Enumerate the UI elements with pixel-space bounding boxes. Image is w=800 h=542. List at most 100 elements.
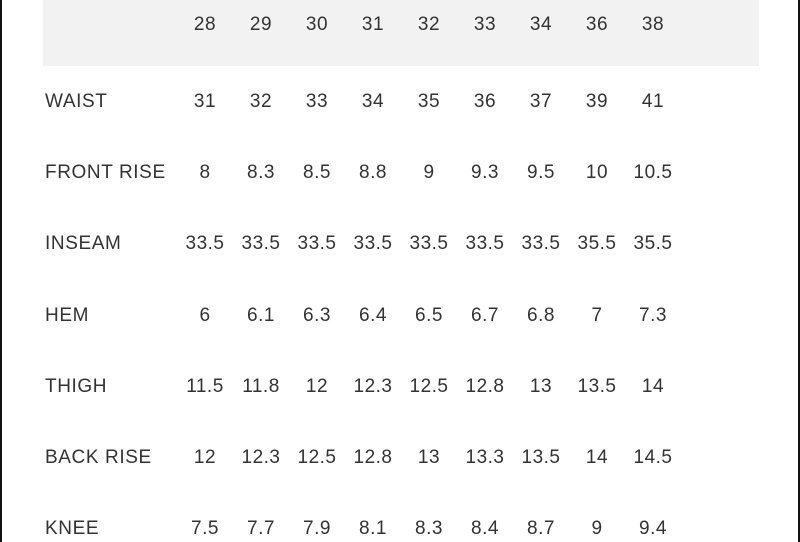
measurement-cell: 6.7 — [471, 304, 499, 326]
table-row: HEM 6 6.1 6.3 6.4 6.5 6.7 6.8 7 7.3 — [43, 280, 759, 351]
measurement-cell: 35 — [417, 90, 441, 112]
table-row: WAIST 31 32 33 34 35 36 37 39 41 — [43, 66, 759, 137]
measurement-cell: 9 — [423, 161, 435, 183]
measurement-cell: 12 — [193, 447, 217, 469]
measurement-cell: 33.5 — [185, 233, 225, 255]
measurement-cell: 6 — [199, 304, 211, 326]
measurement-cell: 8.3 — [247, 161, 275, 183]
measurement-cell: 36 — [473, 90, 497, 112]
measurement-cell: 9 — [591, 518, 603, 540]
row-label: HEM — [45, 304, 90, 326]
measurement-cell: 8 — [199, 161, 211, 183]
measurement-cell: 7.5 — [191, 518, 219, 540]
measurement-cell: 33.5 — [353, 233, 393, 255]
measurement-rows: WAIST 31 32 33 34 35 36 37 39 41 FRONT RISE 8 8.3 8.5… — [43, 66, 759, 542]
row-spacer — [681, 351, 759, 422]
measurement-cell: 32 — [249, 90, 273, 112]
row-spacer — [681, 280, 759, 351]
measurement-cell: 10 — [585, 161, 609, 183]
measurement-cell: 13 — [529, 375, 553, 397]
measurement-cell: 33.5 — [297, 233, 337, 255]
measurement-cell: 7.7 — [247, 518, 275, 540]
size-column-header: 28 — [193, 14, 217, 35]
table-row: KNEE 7.5 7.7 7.9 8.1 8.3 8.4 8.7 9 9.4 — [43, 494, 759, 542]
measurement-cell: 39 — [585, 90, 609, 112]
measurement-cell: 9.4 — [639, 518, 667, 540]
row-spacer — [681, 66, 759, 137]
row-label: KNEE — [45, 518, 100, 540]
measurement-cell: 33.5 — [465, 233, 505, 255]
measurement-cell: 8.8 — [359, 161, 387, 183]
measurement-cell: 13.5 — [577, 375, 617, 397]
measurement-cell: 7.3 — [639, 304, 667, 326]
measurement-cell: 34 — [361, 90, 385, 112]
measurement-cell: 12.3 — [353, 375, 393, 397]
measurement-cell: 11.8 — [242, 375, 280, 397]
measurement-cell: 13.5 — [521, 447, 561, 469]
size-column-header: 36 — [585, 14, 609, 35]
measurement-cell: 6.8 — [527, 304, 555, 326]
size-column-header: 38 — [641, 14, 665, 35]
measurement-cell: 12.5 — [409, 375, 449, 397]
measurement-cell: 33.5 — [521, 233, 561, 255]
size-chart-table: 28 29 30 31 32 33 34 36 38 WAIST 31 32 33 34 35 36 37 39… — [43, 0, 759, 542]
size-column-header: 32 — [417, 14, 441, 35]
row-spacer — [681, 137, 759, 208]
measurement-cell: 12.5 — [297, 447, 337, 469]
row-label: WAIST — [45, 90, 108, 112]
measurement-cell: 7 — [591, 304, 603, 326]
measurement-cell: 14.5 — [633, 447, 673, 469]
measurement-cell: 33 — [305, 90, 329, 112]
row-label: THIGH — [45, 375, 108, 397]
measurement-cell: 8.5 — [303, 161, 331, 183]
size-column-header: 34 — [529, 14, 553, 35]
measurement-cell: 12.8 — [353, 447, 393, 469]
measurement-cell: 8.4 — [471, 518, 499, 540]
size-header: 28 29 30 31 32 33 34 36 38 — [43, 0, 759, 66]
measurement-cell: 41 — [641, 90, 665, 112]
header-corner — [43, 0, 177, 66]
header-spacer — [681, 0, 759, 66]
measurement-cell: 35.5 — [577, 233, 617, 255]
measurement-cell: 37 — [529, 90, 553, 112]
size-column-header: 30 — [305, 14, 329, 35]
measurement-cell: 9.5 — [527, 161, 555, 183]
measurement-cell: 6.5 — [415, 304, 443, 326]
row-spacer — [681, 494, 759, 542]
row-label: FRONT RISE — [45, 161, 166, 183]
table-row: INSEAM 33.5 33.5 33.5 33.5 33.5 33.5 33.5 35.5 35… — [43, 209, 759, 280]
size-column-header: 29 — [249, 14, 273, 35]
measurement-cell: 9.3 — [471, 161, 499, 183]
table-row: FRONT RISE 8 8.3 8.5 8.8 9 9.3 9.5 10 10.5 — [43, 137, 759, 208]
measurement-cell: 13.3 — [465, 447, 505, 469]
measurement-cell: 6.1 — [247, 304, 275, 326]
measurement-cell: 10.5 — [633, 161, 673, 183]
measurement-cell: 14 — [641, 375, 665, 397]
measurement-cell: 31 — [193, 90, 217, 112]
measurement-cell: 6.4 — [359, 304, 387, 326]
size-column-header: 33 — [473, 14, 497, 35]
measurement-cell: 35.5 — [633, 233, 673, 255]
measurement-cell: 12.3 — [241, 447, 281, 469]
measurement-cell: 8.3 — [415, 518, 443, 540]
size-column-header: 31 — [361, 14, 385, 35]
measurement-cell: 33.5 — [409, 233, 449, 255]
table-row: THIGH 11.5 11.8 12 12.3 12.5 12.8 13 13.5 14 — [43, 351, 759, 422]
measurement-cell: 8.7 — [527, 518, 555, 540]
measurement-cell: 7.9 — [303, 518, 331, 540]
measurement-cell: 14 — [585, 447, 609, 469]
row-label: BACK RISE — [45, 447, 152, 469]
row-spacer — [681, 422, 759, 493]
measurement-cell: 12.8 — [465, 375, 505, 397]
measurement-cell: 8.1 — [359, 518, 387, 540]
row-spacer — [681, 209, 759, 280]
measurement-cell: 13 — [417, 447, 441, 469]
size-header-row: 28 29 30 31 32 33 34 36 38 — [43, 0, 759, 66]
measurement-cell: 11.5 — [186, 375, 224, 397]
row-label: INSEAM — [45, 233, 122, 255]
measurement-cell: 33.5 — [241, 233, 281, 255]
measurement-cell: 12 — [305, 375, 329, 397]
measurement-cell: 6.3 — [303, 304, 331, 326]
table-row: BACK RISE 12 12.3 12.5 12.8 13 13.3 13.5 14 14.5 — [43, 422, 759, 493]
